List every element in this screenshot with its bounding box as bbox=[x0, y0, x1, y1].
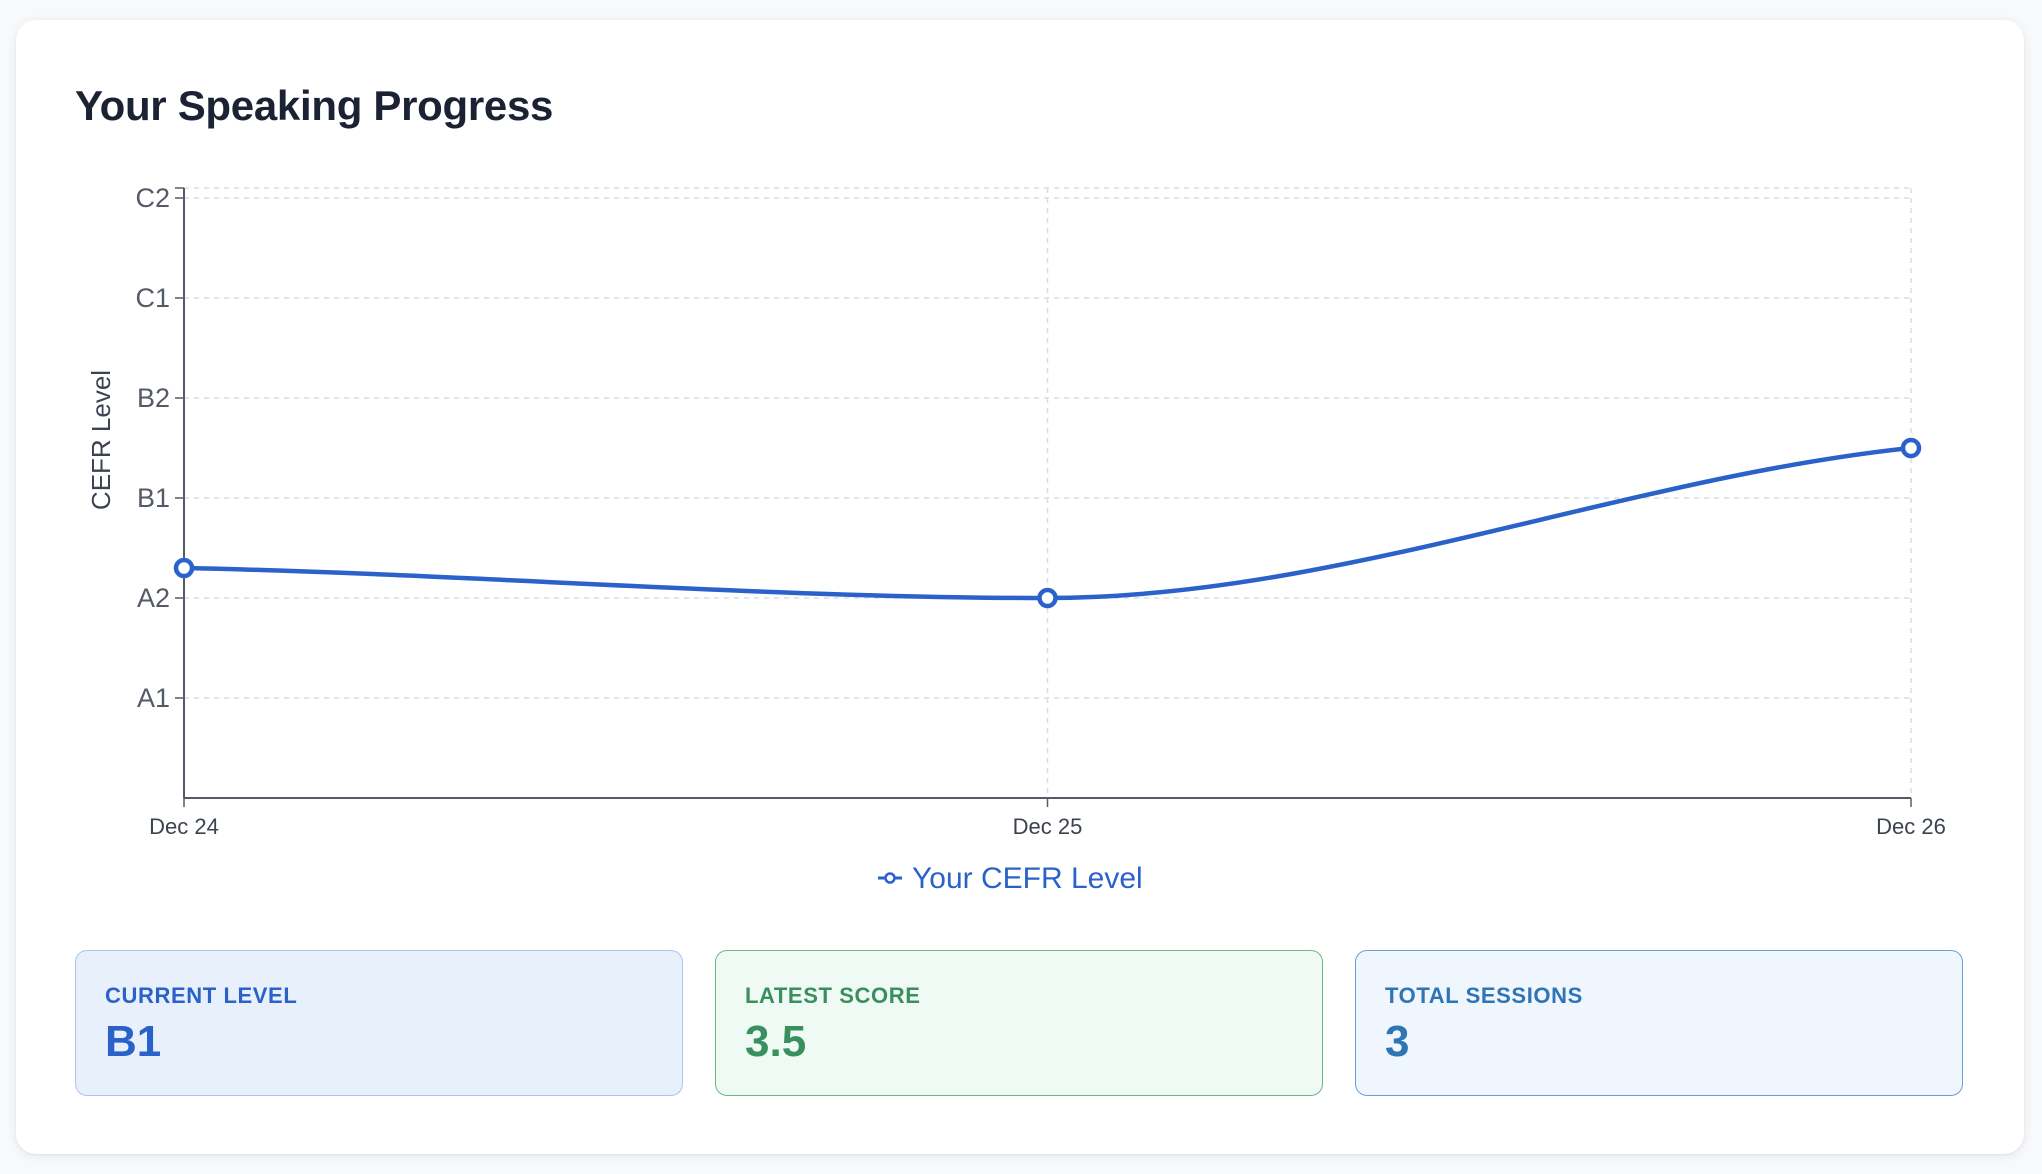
data-point-2[interactable] bbox=[1900, 437, 1922, 459]
current-level-label: CURRENT LEVEL bbox=[105, 983, 298, 1008]
progress-card: Your Speaking Progress A1 A2 B1 B2 C1 C2 Dec … bbox=[16, 20, 2024, 1154]
chart-legend[interactable]: Your CEFR Level bbox=[878, 862, 1143, 895]
x-tick-label-1: Dec 25 bbox=[1013, 814, 1083, 839]
total-sessions-label: TOTAL SESSIONS bbox=[1385, 983, 1583, 1008]
page-title: Your Speaking Progress bbox=[75, 82, 554, 129]
x-axis-ticks: Dec 24 Dec 25 Dec 26 bbox=[149, 798, 1946, 839]
y-tick-label-c1: C1 bbox=[135, 283, 170, 313]
legend-marker-icon bbox=[884, 872, 896, 884]
total-sessions-card: TOTAL SESSIONS 3 bbox=[1355, 950, 1963, 1096]
total-sessions-value: 3 bbox=[1385, 1017, 1410, 1066]
cefr-line-chart: A1 A2 B1 B2 C1 C2 Dec 24 Dec 25 Dec 26 CEFR Lev… bbox=[86, 183, 1946, 895]
y-axis-ticks: A1 A2 B1 B2 C1 C2 bbox=[135, 183, 184, 713]
y-tick-label-a1: A1 bbox=[137, 683, 170, 713]
y-tick-label-a2: A2 bbox=[137, 583, 170, 613]
chart-series bbox=[173, 437, 1922, 609]
current-level-card: CURRENT LEVEL B1 bbox=[75, 950, 683, 1096]
latest-score-label: LATEST SCORE bbox=[745, 983, 921, 1008]
data-point-0[interactable] bbox=[173, 557, 195, 579]
data-point-1[interactable] bbox=[1037, 587, 1058, 609]
latest-score-card: LATEST SCORE 3.5 bbox=[715, 950, 1323, 1096]
legend-label: Your CEFR Level bbox=[912, 862, 1143, 895]
y-axis-label: CEFR Level bbox=[86, 370, 116, 510]
latest-score-value: 3.5 bbox=[745, 1017, 807, 1066]
y-tick-label-b2: B2 bbox=[137, 383, 170, 413]
x-tick-label-2: Dec 26 bbox=[1876, 814, 1946, 839]
x-tick-label-0: Dec 24 bbox=[149, 814, 219, 839]
current-level-value: B1 bbox=[105, 1017, 162, 1066]
y-tick-label-c2: C2 bbox=[135, 183, 170, 213]
y-tick-label-b1: B1 bbox=[137, 483, 170, 513]
